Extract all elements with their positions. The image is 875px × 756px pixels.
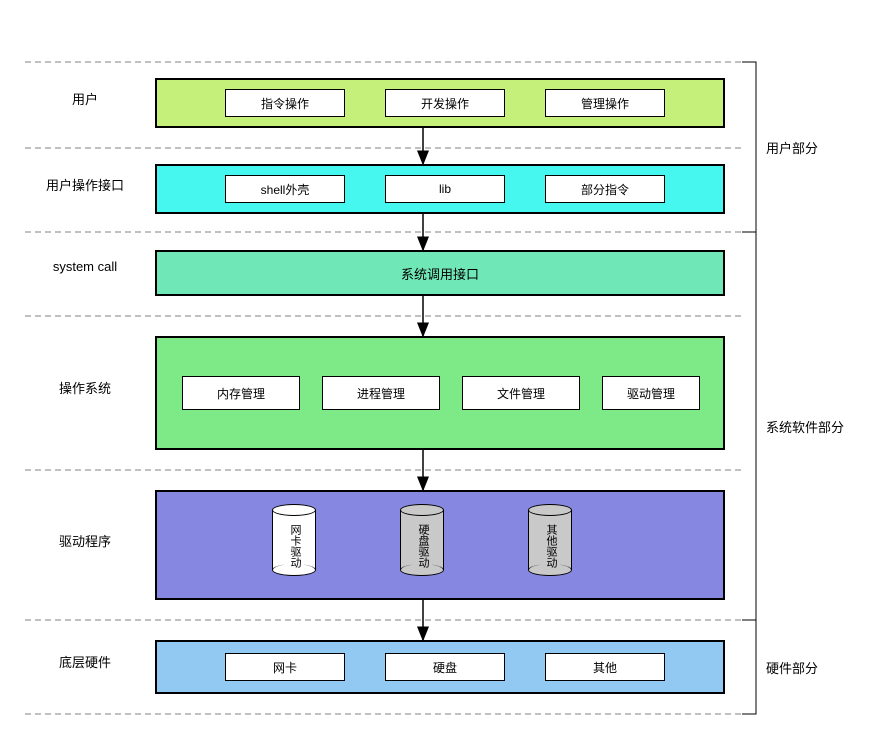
inner-box: 管理操作 <box>545 89 665 117</box>
row-label: 操作系统 <box>25 378 145 397</box>
inner-box: 进程管理 <box>322 376 440 410</box>
inner-box: 指令操作 <box>225 89 345 117</box>
inner-box: 内存管理 <box>182 376 300 410</box>
group-label: 硬件部分 <box>766 658 818 677</box>
group-label: 用户部分 <box>766 138 818 157</box>
group-label: 系统软件部分 <box>766 417 844 436</box>
row-label: system call <box>25 259 145 274</box>
inner-box: 部分指令 <box>545 175 665 203</box>
group-bracket <box>742 620 756 714</box>
cylinder-label: 其他驱动 <box>543 520 559 572</box>
inner-box: 文件管理 <box>462 376 580 410</box>
cylinder: 其他驱动 <box>528 504 572 576</box>
inner-box: 其他 <box>545 653 665 681</box>
row-label: 用户 <box>25 89 145 108</box>
inner-box: 驱动管理 <box>602 376 700 410</box>
inner-box: 网卡 <box>225 653 345 681</box>
row-label: 底层硬件 <box>25 652 145 671</box>
group-bracket <box>742 62 756 232</box>
layer-center-label: 系统调用接口 <box>155 250 725 296</box>
group-bracket <box>742 232 756 620</box>
cylinder: 网卡驱动 <box>272 504 316 576</box>
row-label: 驱动程序 <box>25 531 145 550</box>
inner-box: shell外壳 <box>225 175 345 203</box>
cylinder-label: 硬盘驱动 <box>415 520 431 572</box>
row-label: 用户操作接口 <box>25 175 145 194</box>
inner-box: 硬盘 <box>385 653 505 681</box>
inner-box: 开发操作 <box>385 89 505 117</box>
inner-box: lib <box>385 175 505 203</box>
diagram-canvas: 用户用户操作接口 system call 操作系统驱动程序底层硬件 指令操作 开发操作… <box>0 0 875 756</box>
cylinder-label: 网卡驱动 <box>287 520 303 572</box>
cylinder: 硬盘驱动 <box>400 504 444 576</box>
